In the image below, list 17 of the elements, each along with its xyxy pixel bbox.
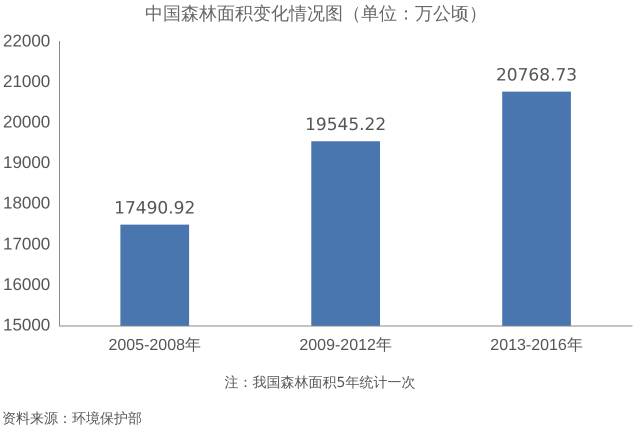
y-tick-label: 19000 [2,153,50,172]
data-label: 19545.22 [305,115,386,136]
y-tick-label: 22000 [2,31,50,50]
y-tick-label: 20000 [2,112,50,132]
y-tick-label: 17000 [2,234,50,254]
y-tick-label: 21000 [2,72,50,91]
y-tick-label: 15000 [2,315,50,334]
y-tick-label: 16000 [2,274,50,294]
x-tick-label: 2005-2008年 [108,336,201,354]
text: 注：我国森林面积5年统计一次 [224,374,416,392]
chart-title: 中国森林面积变化情况图（单位：万公顷） [145,3,487,24]
y-tick-label: 18000 [2,194,50,213]
x-tick-label: 2009-2012年 [299,336,392,354]
x-tick-label: 2013-2016年 [490,336,583,354]
text: 资料来源：环境保护部 [2,410,142,428]
data-label: 17490.92 [114,198,196,219]
data-label: 20768.73 [496,66,578,86]
